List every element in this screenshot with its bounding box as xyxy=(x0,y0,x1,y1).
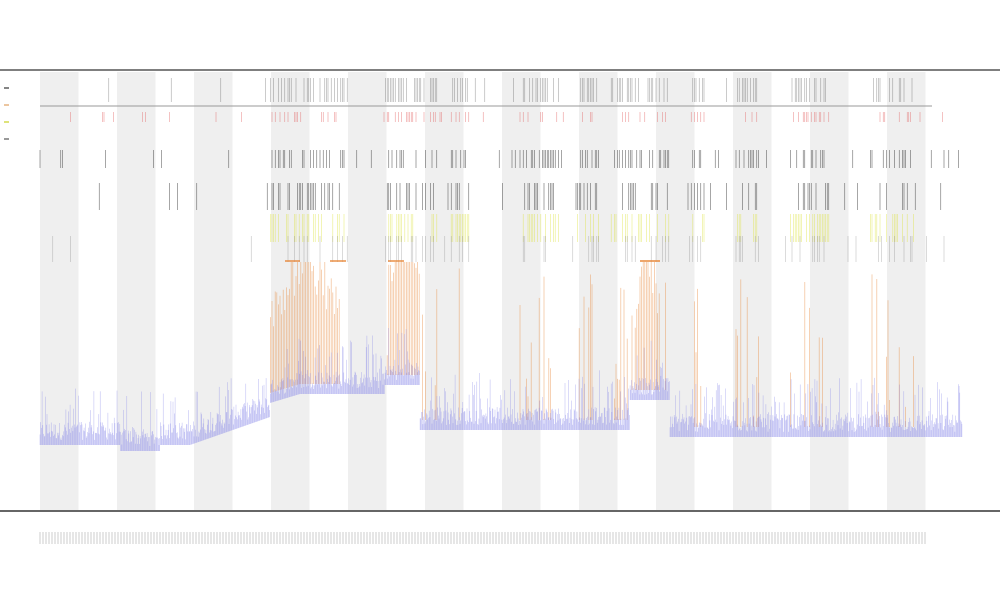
red-annotation-track xyxy=(70,112,943,122)
coverage-series xyxy=(39,328,963,451)
x-axis-ticks xyxy=(39,532,926,544)
band-10 xyxy=(425,72,464,510)
band-16 xyxy=(656,72,695,510)
black-annotation-track-2 xyxy=(98,183,942,210)
band-8 xyxy=(348,72,387,510)
band-18 xyxy=(733,72,772,510)
orange-signal-track xyxy=(270,262,914,427)
top-annotation-track xyxy=(108,78,913,102)
band-14 xyxy=(579,72,618,510)
band-12 xyxy=(502,72,541,510)
black-annotation-track-1 xyxy=(39,150,959,168)
band-4 xyxy=(194,72,233,510)
x-tick-marks xyxy=(39,532,926,544)
yellow-annotation-track xyxy=(270,214,914,242)
annotation-tracks xyxy=(39,78,959,427)
legend xyxy=(4,87,9,140)
alternating-bands xyxy=(40,72,926,510)
grey-annotation-track xyxy=(52,236,945,262)
band-22 xyxy=(887,72,926,510)
band-6 xyxy=(271,72,310,510)
band-20 xyxy=(810,72,849,510)
coverage-line xyxy=(39,328,963,451)
